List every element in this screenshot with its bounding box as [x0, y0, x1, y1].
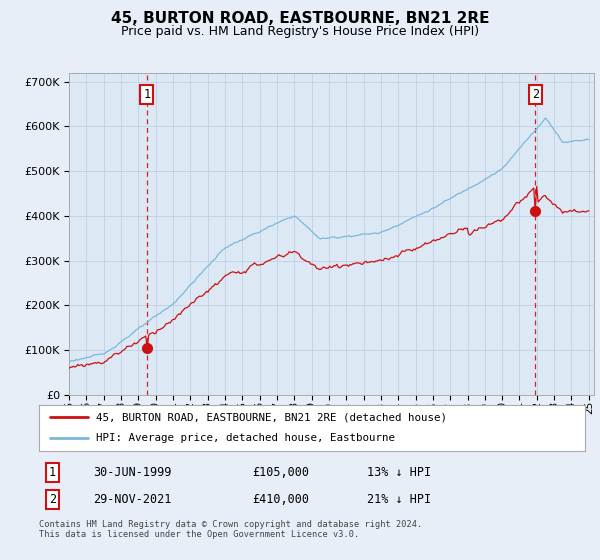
Text: Price paid vs. HM Land Registry's House Price Index (HPI): Price paid vs. HM Land Registry's House … — [121, 25, 479, 38]
Text: 45, BURTON ROAD, EASTBOURNE, BN21 2RE: 45, BURTON ROAD, EASTBOURNE, BN21 2RE — [111, 11, 489, 26]
Text: £410,000: £410,000 — [252, 493, 309, 506]
Text: 30-JUN-1999: 30-JUN-1999 — [94, 466, 172, 479]
Text: 13% ↓ HPI: 13% ↓ HPI — [367, 466, 431, 479]
Text: 2: 2 — [49, 493, 56, 506]
Text: 45, BURTON ROAD, EASTBOURNE, BN21 2RE (detached house): 45, BURTON ROAD, EASTBOURNE, BN21 2RE (d… — [97, 412, 448, 422]
Text: Contains HM Land Registry data © Crown copyright and database right 2024.
This d: Contains HM Land Registry data © Crown c… — [39, 520, 422, 539]
Text: £105,000: £105,000 — [252, 466, 309, 479]
Text: 1: 1 — [143, 88, 151, 101]
Text: 21% ↓ HPI: 21% ↓ HPI — [367, 493, 431, 506]
Text: 29-NOV-2021: 29-NOV-2021 — [94, 493, 172, 506]
Text: 1: 1 — [49, 466, 56, 479]
Text: HPI: Average price, detached house, Eastbourne: HPI: Average price, detached house, East… — [97, 433, 395, 444]
Text: 2: 2 — [532, 88, 539, 101]
